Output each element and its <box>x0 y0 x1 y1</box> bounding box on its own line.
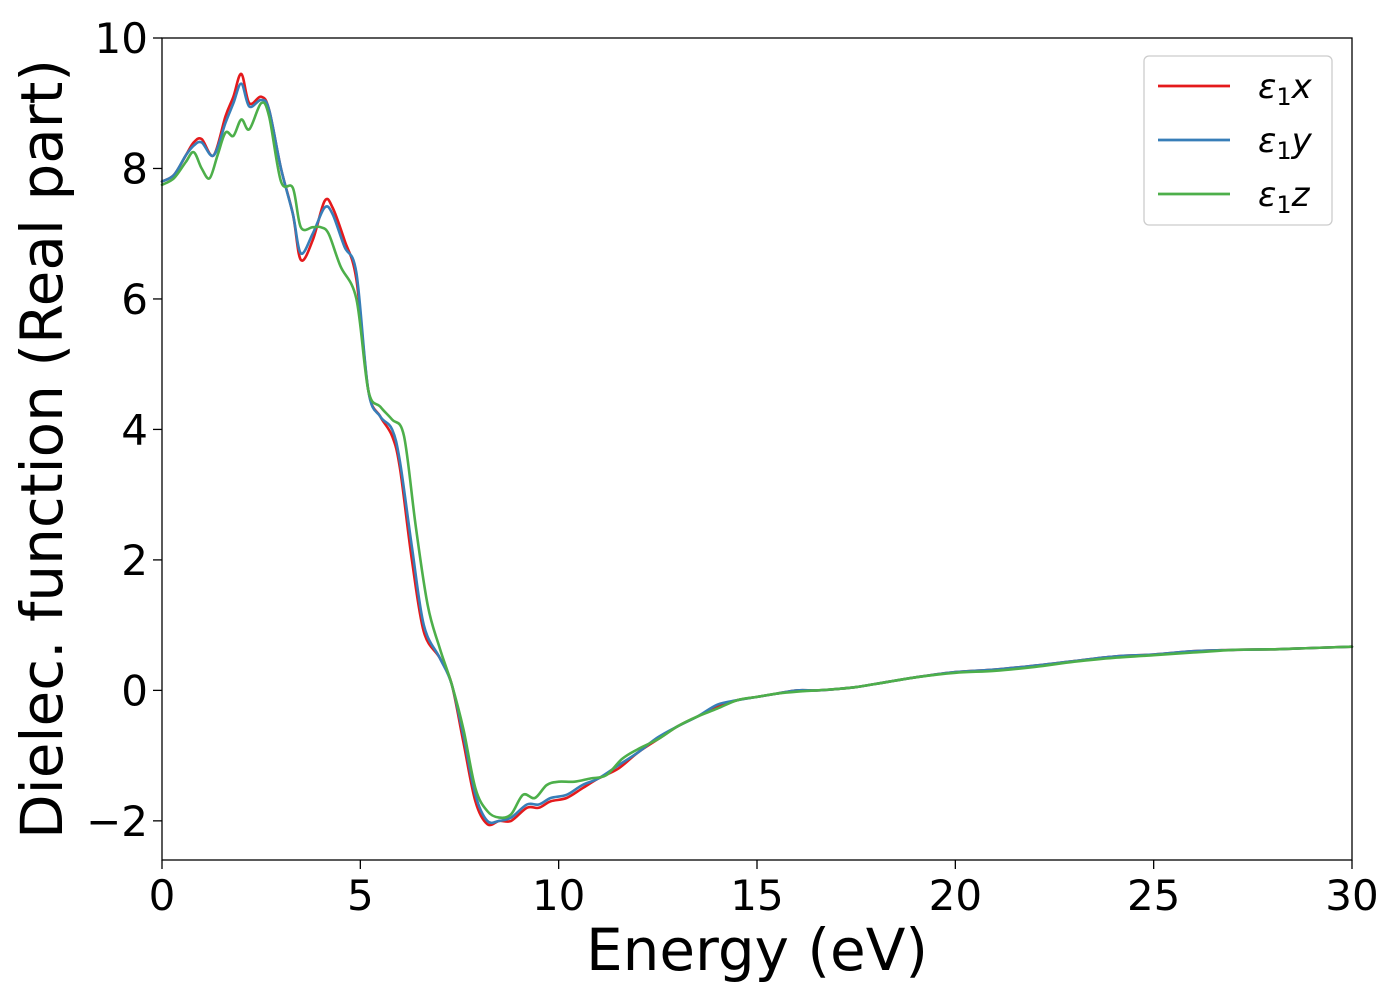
y-tick-label: 6 <box>121 275 148 324</box>
y-tick-label: 4 <box>121 405 148 454</box>
series-layer <box>160 72 1354 827</box>
x-tick-label: 30 <box>1325 871 1378 920</box>
legend-box <box>1143 55 1333 226</box>
y-tick-label: 2 <box>121 536 148 585</box>
x-axis-title: Energy (eV) <box>586 916 928 984</box>
legend-label-y: ε1y <box>1258 121 1313 165</box>
x-axis: 0 5 10 15 20 25 30 <box>149 860 1379 920</box>
x-tick-label: 25 <box>1127 871 1180 920</box>
x-tick-label: 20 <box>929 871 982 920</box>
legend-label-x: ε1x <box>1258 67 1313 111</box>
legend-label-z: ε1z <box>1258 175 1311 219</box>
x-tick-label: 10 <box>532 871 585 920</box>
y-tick-label: 10 <box>95 14 148 63</box>
y-tick-label: 0 <box>121 666 148 715</box>
legend: ε1x ε1y ε1z <box>1143 55 1333 226</box>
y-tick-label: −2 <box>86 797 148 846</box>
x-tick-label: 15 <box>730 871 783 920</box>
y-tick-label: 8 <box>121 144 148 193</box>
x-tick-label: 0 <box>149 871 176 920</box>
x-tick-label: 5 <box>347 871 374 920</box>
y-axis: −2 0 2 4 6 8 10 <box>86 14 162 846</box>
y-axis-title: Dielec. function (Real part) <box>8 59 76 839</box>
series-line-z <box>160 101 1354 820</box>
